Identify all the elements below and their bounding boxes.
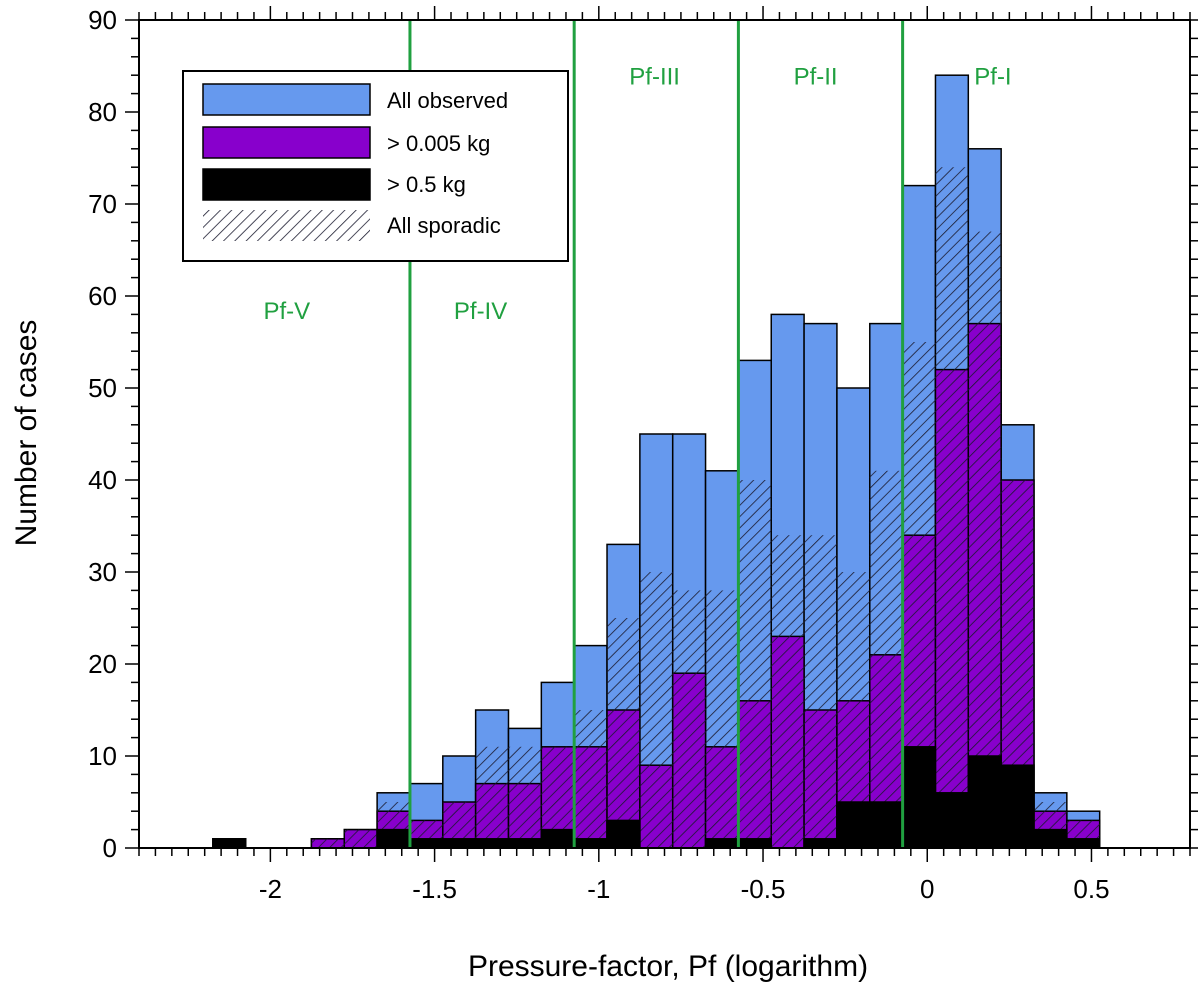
legend-swatch-all-observed (202, 83, 371, 116)
bar-all-sporadic (869, 470, 903, 848)
legend-label-gt-05kg: > 0.5 kg (387, 172, 466, 197)
bar-gt-05kg (934, 792, 970, 849)
axes: -2 -1.5 -1 -0.5 0 0.5 0 10 20 30 40 50 60 70 80 90 (88, 5, 1198, 904)
bar-all-sporadic (968, 231, 1002, 849)
bar-gt-05kg (573, 838, 608, 849)
bar-gt-05kg (376, 828, 411, 849)
legend-label-all-sporadic: All sporadic (387, 213, 501, 238)
legend: All observed > 0.005 kg > 0.5 kg All spo… (182, 70, 569, 262)
bar-all-sporadic (508, 746, 542, 848)
bar-gt-05kg (836, 801, 871, 849)
bar-all-sporadic (804, 535, 837, 848)
y-tick-label: 60 (88, 281, 117, 311)
x-tick-label: 0 (920, 874, 934, 904)
legend-swatch-gt-05kg (202, 168, 371, 201)
bar-gt-05kg (1066, 838, 1101, 849)
bar-gt-05kg (704, 838, 740, 849)
region-labels: Pf-V Pf-IV Pf-III Pf-II Pf-I (263, 63, 1011, 325)
bars (212, 74, 1101, 849)
y-tick-label: 80 (88, 97, 117, 127)
bar-gt-05kg (507, 838, 543, 849)
y-tick-label: 10 (88, 741, 117, 771)
x-axis-title: Pressure-factor, Pf (logarithm) (468, 950, 868, 983)
y-tick-label: 30 (88, 557, 117, 587)
bar-all-sporadic (475, 746, 509, 848)
bar-all-sporadic (311, 838, 345, 848)
region-label: Pf-IV (454, 298, 507, 325)
x-tick-label: -0.5 (741, 874, 786, 904)
bar-gt-05kg (212, 838, 247, 849)
bar-all-sporadic (935, 167, 969, 848)
bar-all-sporadic (574, 710, 608, 848)
region-label: Pf-III (629, 63, 680, 90)
bar-all-sporadic (705, 590, 739, 848)
y-axis-title: Number of cases (10, 320, 43, 547)
bar-all-sporadic (672, 590, 706, 848)
x-tick-label: 0.5 (1073, 874, 1109, 904)
region-label: Pf-V (263, 298, 310, 325)
legend-label-all-observed: All observed (387, 88, 508, 113)
bar-gt-05kg (737, 838, 772, 849)
region-lines (408, 20, 905, 848)
bar-gt-05kg (967, 755, 1002, 849)
bar-all-sporadic (771, 535, 805, 848)
y-tick-label: 90 (88, 5, 117, 35)
legend-swatch-gt-0005kg (202, 126, 371, 159)
bar-gt-05kg (409, 838, 444, 849)
bar-gt-05kg (474, 838, 510, 849)
bar-all-sporadic (344, 829, 378, 848)
bar-gt-05kg (1000, 764, 1035, 849)
region-label: Pf-II (794, 63, 838, 90)
region-label: Pf-I (974, 63, 1011, 90)
bar-gt-05kg (901, 746, 937, 849)
y-tick-label: 0 (103, 833, 117, 863)
x-tick-label: -1.5 (412, 874, 457, 904)
y-tick-label: 40 (88, 465, 117, 495)
legend-swatch-all-sporadic (203, 210, 370, 241)
y-tick-label: 50 (88, 373, 117, 403)
bar-gt-05kg (540, 828, 575, 849)
legend-label-gt-0005kg: > 0.005 kg (387, 131, 490, 156)
x-tick-label: -2 (259, 874, 282, 904)
bar-gt-05kg (606, 819, 641, 849)
bar-gt-05kg (869, 801, 904, 849)
y-tick-label: 70 (88, 189, 117, 219)
y-tick-label: 20 (88, 649, 117, 679)
bar-gt-05kg (442, 838, 477, 849)
bar-gt-05kg (803, 838, 838, 849)
bar-gt-05kg (1033, 828, 1068, 849)
bar-all-sporadic (738, 480, 772, 848)
x-tick-label: -1 (587, 874, 610, 904)
bar-all-sporadic (639, 572, 673, 848)
bar-all-sporadic (607, 618, 640, 848)
